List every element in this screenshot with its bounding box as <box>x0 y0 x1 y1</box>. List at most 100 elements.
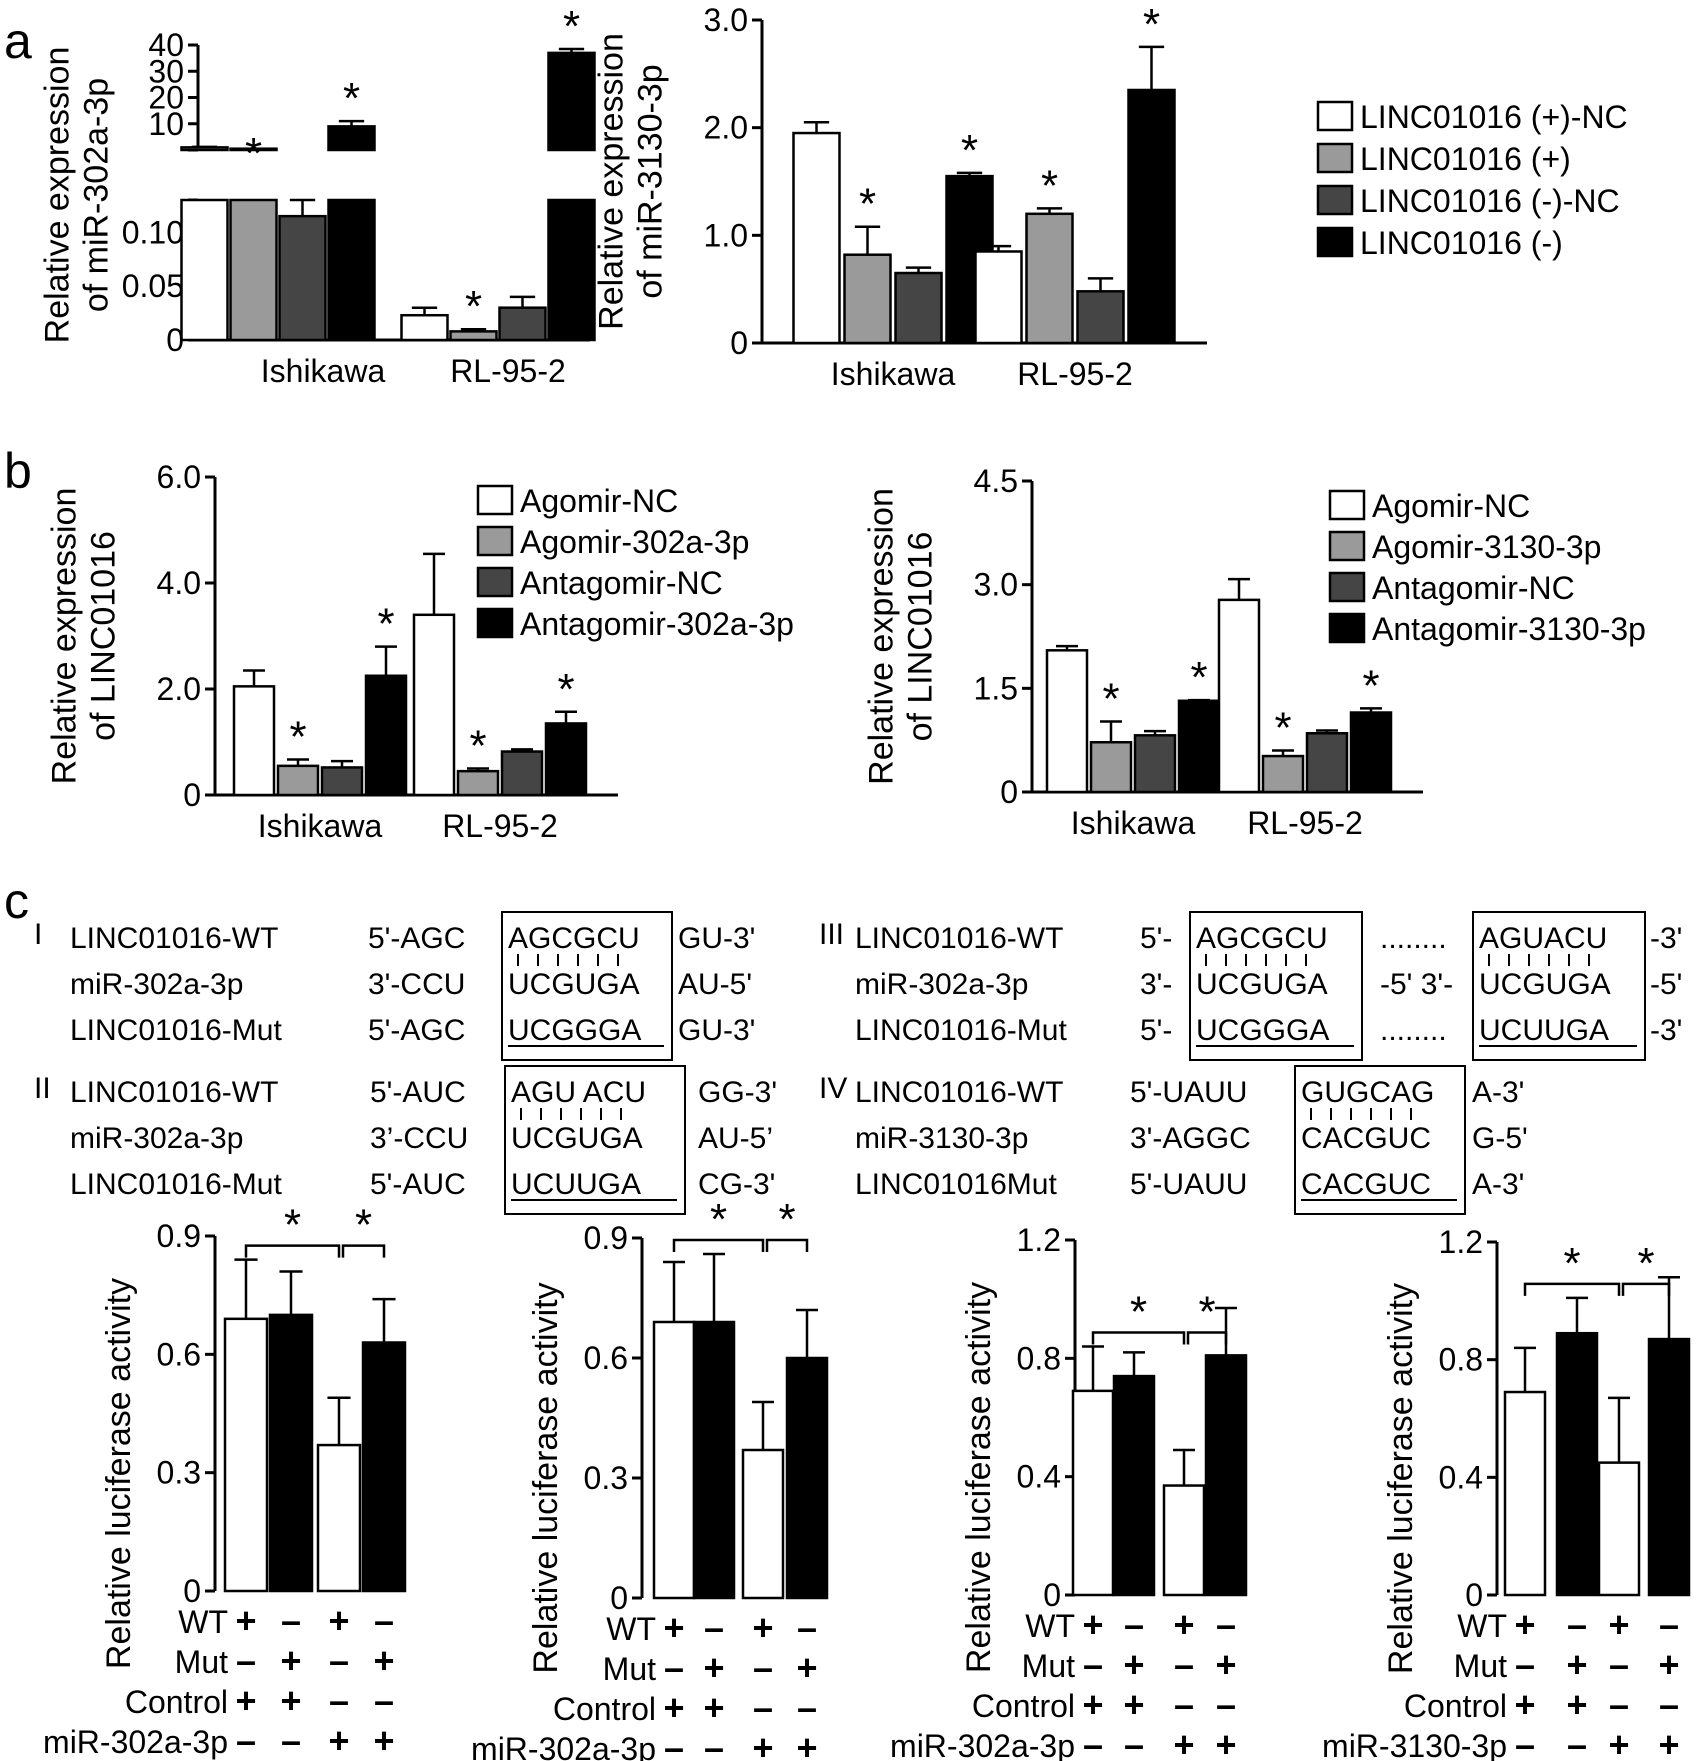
sequence-right: -5' <box>1650 968 1682 1001</box>
condition-sign: + <box>235 1680 256 1721</box>
bar <box>276 764 320 797</box>
x-tick-label: RL-95-2 <box>1247 805 1363 841</box>
y-tick-label: 0.4 <box>1017 1459 1061 1495</box>
significance-star: * <box>563 2 580 51</box>
bar <box>1071 1389 1115 1597</box>
legend-label: LINC01016 (-) <box>1360 225 1563 261</box>
condition-sign: – <box>1515 1644 1535 1685</box>
condition-label: WT <box>606 1611 656 1647</box>
significance-bracket <box>672 1238 765 1252</box>
significance-star: * <box>1130 1288 1147 1337</box>
y-axis-label-line-1: of miR-3130-3p <box>632 64 670 298</box>
condition-sign: + <box>1608 1724 1629 1761</box>
x-tick-label: Ishikawa <box>261 353 386 389</box>
bar <box>327 198 376 342</box>
condition-sign: – <box>797 1607 817 1648</box>
y-tick-label: 2.0 <box>704 110 748 146</box>
significance-bracket <box>244 1244 341 1258</box>
y-tick-label: 0.8 <box>1017 1340 1061 1376</box>
sequence-core: UCGGGA <box>1196 1014 1329 1047</box>
sequence-right: GU-3' <box>678 922 755 955</box>
condition-label: Control <box>972 1688 1075 1724</box>
x-tick-label: Ishikawa <box>258 808 383 844</box>
chart-c1: 0 0.3 0.6 0.9 Relative luciferase activity * *… <box>43 1201 407 1761</box>
sequence-block-I: I LINC01016-WT 5'-AGC AGCGCU GU-3' miR-302a-3… <box>34 911 755 1061</box>
condition-sign: + <box>1215 1644 1236 1685</box>
binding-box <box>504 1065 686 1215</box>
y-tick-label: 0.8 <box>1439 1342 1483 1378</box>
sequence-left: 3'-AGGC <box>1130 1122 1251 1155</box>
x-tick-label: Ishikawa <box>1071 805 1196 841</box>
bar <box>320 766 364 797</box>
sequence-core: GUGCAG <box>1301 1076 1434 1109</box>
y-tick-label: 0 <box>1465 1577 1483 1613</box>
significance-star: * <box>961 126 978 175</box>
sequence-right: -3' <box>1650 922 1682 955</box>
condition-sign: – <box>1216 1684 1236 1725</box>
y-tick-label: 0.6 <box>157 1336 201 1372</box>
significance-star: * <box>710 1195 727 1244</box>
condition-sign: + <box>1082 1604 1103 1645</box>
bar <box>361 1341 407 1593</box>
sequence-left: 5'- <box>1140 922 1172 955</box>
condition-sign: + <box>1173 1724 1194 1761</box>
significance-bracket <box>341 1244 386 1258</box>
condition-label: Control <box>125 1684 228 1720</box>
sequence-core-2: UCGUGA <box>1479 968 1611 1001</box>
condition-sign: – <box>1083 1724 1103 1761</box>
significance-star: * <box>1102 675 1119 724</box>
y-tick-label: 0 <box>1043 1577 1061 1613</box>
bar-upper <box>229 147 278 152</box>
y-tick-label: 0.9 <box>157 1218 201 1254</box>
significance-star: * <box>1563 1239 1580 1288</box>
chart-c4: 0 0.4 0.8 1.2 Relative luciferase activity * *… <box>1322 1224 1691 1761</box>
legend-label: Antagomir-NC <box>1372 570 1575 606</box>
bar <box>229 198 278 342</box>
condition-sign: – <box>1083 1644 1103 1685</box>
bar <box>741 1448 785 1600</box>
condition-sign: + <box>703 1647 724 1688</box>
y-tick-label: 4.5 <box>974 463 1018 499</box>
condition-label: WT <box>178 1604 228 1640</box>
roman-numeral: IV <box>819 1072 847 1105</box>
sequence-right: A-3' <box>1472 1076 1524 1109</box>
legend-label: Agomir-NC <box>1372 488 1530 524</box>
legend-label: LINC01016 (+)-NC <box>1360 99 1628 135</box>
condition-sign: + <box>328 1600 349 1641</box>
condition-sign: + <box>796 1727 817 1761</box>
sequence-left: 3'-CCU <box>368 968 465 1001</box>
roman-numeral: II <box>34 1072 51 1105</box>
significance-star: * <box>1190 653 1207 702</box>
y-tick-label: 0 <box>730 325 748 361</box>
condition-sign: + <box>1123 1644 1144 1685</box>
condition-sign: – <box>1609 1644 1629 1685</box>
bar <box>1217 598 1261 794</box>
y-tick-label: 3.0 <box>974 567 1018 603</box>
sequence-left: 5'-UAUU <box>1130 1076 1247 1109</box>
legend-swatch <box>1316 142 1354 174</box>
condition-sign: + <box>1514 1684 1535 1725</box>
y-tick-label: 1.0 <box>704 217 748 253</box>
significance-star: * <box>1637 1239 1654 1288</box>
sequence-name: LINC01016-WT <box>855 1076 1063 1109</box>
condition-sign: – <box>1174 1644 1194 1685</box>
sequence-core: UCGGGA <box>508 1014 641 1047</box>
bar <box>1162 1484 1206 1597</box>
y-axis-label-line-0: Relative expression <box>38 47 76 344</box>
bar <box>223 1317 269 1593</box>
legend-swatch <box>476 607 514 639</box>
y-tick-label: 0.3 <box>584 1460 628 1496</box>
chart-c3: 0 0.4 0.8 1.2 Relative luciferase activity * *… <box>890 1222 1248 1761</box>
legend-label: LINC01016 (-)-NC <box>1360 183 1620 219</box>
legend-b2: Agomir-NC Agomir-3130-3p Antagomir-NC Antag… <box>1328 488 1646 647</box>
bar <box>1112 1374 1156 1597</box>
x-tick-label: Ishikawa <box>831 356 956 392</box>
sequence-right: CG-3' <box>698 1168 775 1201</box>
condition-sign: – <box>329 1640 349 1681</box>
bar <box>456 769 500 797</box>
sequence-core: UCGUGA <box>508 968 640 1001</box>
legend-b1: Agomir-NC Agomir-302a-3p Antagomir-NC Antag… <box>476 483 794 642</box>
sequence-name: LINC01016-Mut <box>70 1168 282 1201</box>
condition-sign: – <box>797 1687 817 1728</box>
